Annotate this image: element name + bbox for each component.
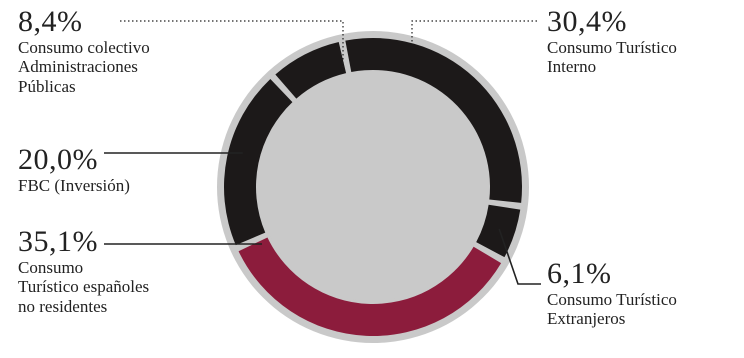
value-label: 30,4% — [547, 5, 627, 38]
donut-slice-s2 — [476, 204, 521, 258]
label-fbc-inversion: 20,0% FBC (Inversión) — [18, 144, 130, 195]
label-turistico-extranjeros: 6,1% Consumo Turístico Extranjeros — [547, 258, 677, 329]
value-label: 35,1% — [18, 225, 98, 258]
donut-slice-s4 — [224, 78, 293, 246]
category-label: Consumo Turístico Interno — [547, 37, 677, 77]
label-consumo-colectivo: 8,4% Consumo colectivo Administraciones … — [18, 6, 150, 97]
leader-line-s2 — [498, 228, 541, 285]
label-turistico-interno: 30,4% Consumo Turístico Interno — [547, 6, 677, 77]
value-label: 6,1% — [547, 257, 612, 290]
donut-slice-s1 — [345, 37, 522, 203]
value-label: 20,0% — [18, 143, 98, 176]
donut-slice-s5 — [275, 41, 347, 99]
label-turistico-espanoles: 35,1% Consumo Turístico españoles no res… — [18, 226, 149, 317]
leader-line-s5 — [120, 20, 344, 67]
category-label: Consumo Turístico españoles no residente… — [18, 257, 150, 317]
category-label: FBC (Inversión) — [18, 175, 130, 195]
donut-center — [259, 73, 487, 301]
category-label: Consumo colectivo Administraciones Públi… — [18, 37, 150, 97]
leader-line-s1 — [411, 20, 537, 44]
category-label: Consumo Turístico Extranjeros — [547, 289, 677, 329]
donut-slice-s3 — [238, 237, 502, 337]
value-label: 8,4% — [18, 5, 83, 38]
